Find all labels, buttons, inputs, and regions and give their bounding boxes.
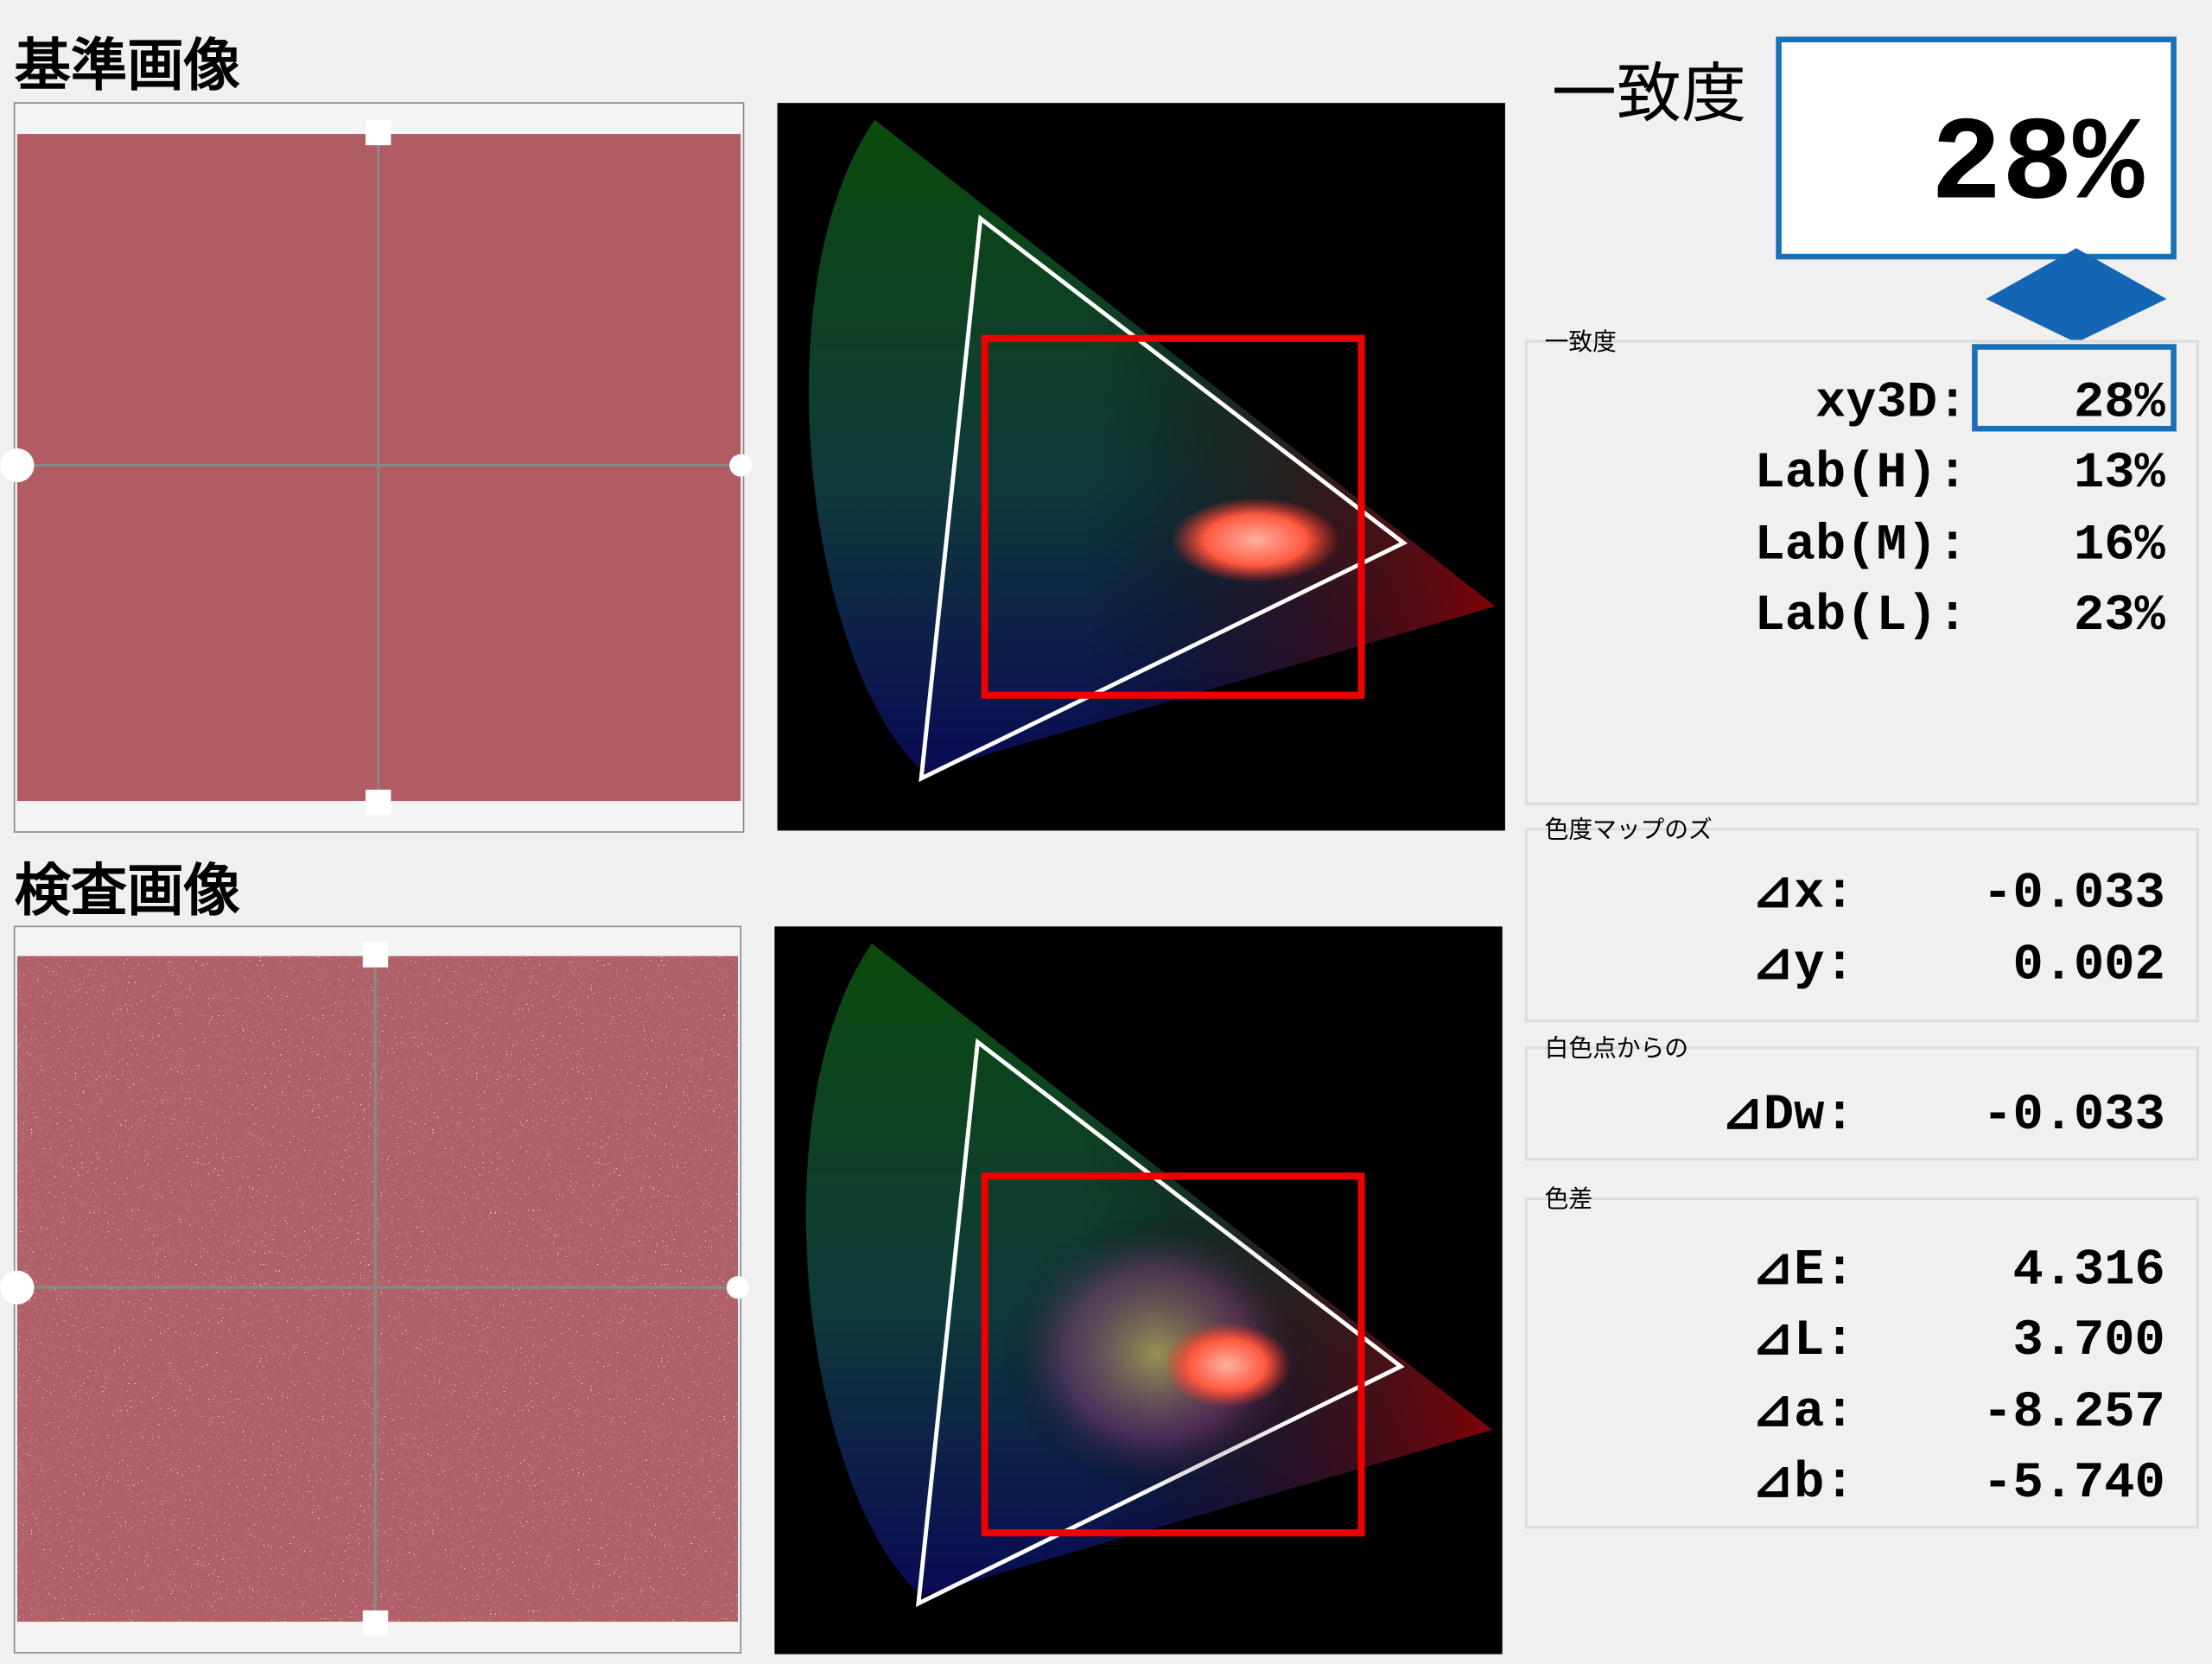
handle[interactable] <box>0 448 35 483</box>
row-label: ⊿y: <box>1751 937 1855 994</box>
point-cloud <box>1163 1323 1291 1407</box>
triangle <box>918 214 1408 783</box>
match-box <box>1776 36 2177 260</box>
row-value: 23% <box>2074 587 2166 645</box>
row-label: ⊿a: <box>1751 1383 1855 1441</box>
panel-title: 白色点からの <box>1545 1034 1688 1063</box>
row-value: 3.700 <box>2013 1312 2165 1369</box>
row-value: 13% <box>2074 444 2166 502</box>
row-value: 0.002 <box>2013 937 2165 994</box>
point-cloud <box>1001 1212 1313 1496</box>
handle[interactable] <box>0 1270 35 1305</box>
row-value: 28% <box>2074 374 2166 432</box>
row-value: -8.257 <box>1982 1383 2165 1441</box>
inspection-image <box>16 956 738 1623</box>
row-label: ⊿b: <box>1751 1454 1855 1512</box>
row-label: Lab(M): <box>1754 516 1967 574</box>
match-value: 28% <box>1930 100 2145 234</box>
row-value: -0.033 <box>1982 1086 2165 1144</box>
reference-title: 基準画像 <box>15 33 240 98</box>
panel-title: 一致度 <box>1545 327 1617 356</box>
highlight-box <box>1972 344 2177 432</box>
handle[interactable] <box>365 119 391 146</box>
panel-title: 色度マップのズ <box>1545 816 1713 844</box>
inspection-title: 検査画像 <box>15 858 240 924</box>
row-label: ⊿Dw: <box>1721 1086 1855 1144</box>
row-value: 4.316 <box>2013 1241 2165 1299</box>
handle[interactable] <box>729 454 753 477</box>
row-label: xy3D: <box>1815 374 1967 432</box>
row-label: Lab(H): <box>1754 444 1967 502</box>
handle[interactable] <box>365 790 391 816</box>
handle[interactable] <box>362 1610 389 1636</box>
row-value: -0.033 <box>1982 865 2165 923</box>
row-value: 16% <box>2074 516 2166 574</box>
handle[interactable] <box>362 942 389 968</box>
row-label: ⊿x: <box>1751 865 1855 923</box>
panel-frames <box>1524 340 2199 1529</box>
row-label: Lab(L): <box>1754 587 1967 645</box>
point-cloud <box>1171 498 1340 583</box>
match-label: 一致度 <box>1552 55 1746 131</box>
arrow <box>1986 248 2167 343</box>
roi <box>981 1172 1365 1537</box>
row-label: ⊿L: <box>1751 1312 1855 1369</box>
row-value: -5.740 <box>1982 1454 2165 1512</box>
panel-title: 色差 <box>1545 1184 1592 1213</box>
roi <box>981 334 1365 699</box>
row-label: ⊿E: <box>1751 1241 1855 1299</box>
handle[interactable] <box>726 1276 750 1299</box>
